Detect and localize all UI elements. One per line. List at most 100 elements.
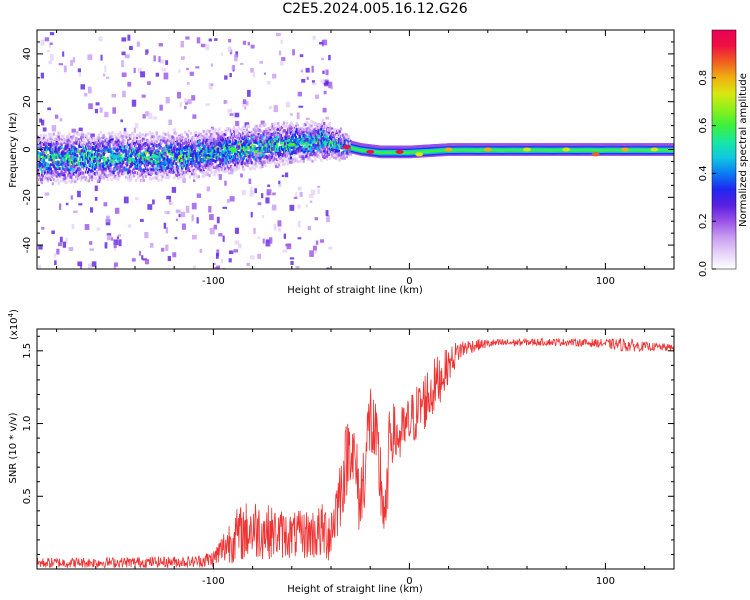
spectrogram-cell — [344, 135, 347, 139]
spectrogram-cell — [247, 143, 250, 147]
spectrogram-cell — [243, 139, 246, 143]
spectrogram-cell — [71, 223, 75, 229]
spectrogram-cell — [295, 145, 298, 149]
spectrogram-cell — [329, 128, 332, 132]
spectrogram-cell — [260, 155, 263, 159]
spectrogram-cell — [87, 54, 93, 60]
spectrogram-cell — [147, 204, 153, 210]
spectrogram-cell — [147, 81, 151, 85]
spectrogram-cell — [333, 145, 337, 149]
spectrogram-cell — [112, 158, 115, 162]
spectrogram-cell — [147, 145, 150, 149]
spectrogram-cell — [107, 166, 110, 170]
spectrogram-cell — [261, 215, 265, 219]
spectrogram-cell — [225, 169, 228, 173]
spectrogram-cell — [184, 162, 187, 166]
spectrogram-cell — [145, 53, 148, 56]
spectrogram-cell — [162, 149, 165, 153]
spectrogram-cell — [89, 241, 93, 245]
spectrogram-cell — [192, 137, 196, 141]
spectrogram-cell — [82, 133, 85, 137]
spectrogram-cell — [116, 236, 119, 240]
spectrogram-cell — [104, 242, 108, 249]
spectrogram-cell — [185, 101, 188, 105]
spectrogram-cell — [333, 154, 337, 158]
spectrogram-cell — [162, 131, 165, 135]
spectrogram-cell — [166, 133, 169, 137]
spectrogram-cell — [316, 126, 319, 130]
spectrogram-cell — [182, 155, 185, 159]
spectrogram-cell — [67, 154, 70, 158]
spectrogram-cell — [262, 134, 265, 138]
spectrogram-cell — [271, 122, 274, 126]
spectrogram-cell — [191, 160, 195, 164]
spectrogram-cell — [133, 174, 136, 178]
spectrogram-cell — [47, 176, 50, 180]
spectrogram-cell — [121, 60, 124, 68]
spectrogram-cell — [248, 151, 251, 155]
spectrogram-cell — [72, 165, 75, 169]
spectrogram-cell — [235, 149, 239, 153]
spectrogram-cell — [130, 134, 133, 138]
spectrogram-cell — [193, 146, 196, 150]
spectrogram-cell — [61, 175, 64, 179]
spectrogram-cell — [164, 163, 167, 167]
spectrogram-cell — [295, 266, 300, 269]
spectrogram-cell — [240, 134, 244, 138]
spectrogram-cell — [235, 51, 239, 58]
spectrogram-cell — [51, 174, 54, 178]
spectrogram-cell — [119, 145, 122, 149]
spectrogram-cell — [117, 160, 120, 164]
spectrogram-cell — [251, 136, 254, 140]
spectrogram-cell — [174, 236, 178, 240]
spectrogram-cell — [173, 138, 176, 142]
spectrogram-cell — [270, 144, 273, 148]
spectrogram-cell — [149, 162, 152, 166]
spectrogram-cell — [153, 142, 156, 146]
spectrogram-cell — [263, 130, 266, 134]
spectrogram-cell — [79, 157, 82, 161]
spectrogram-cell — [86, 157, 89, 161]
spectrogram-cell — [148, 170, 151, 174]
spectrogram-cell — [144, 174, 147, 178]
spectrogram-cell — [231, 145, 234, 149]
spectrogram-cell — [127, 139, 130, 143]
spectrogram-cell — [155, 140, 158, 144]
spectrogram-cell — [91, 145, 95, 149]
spectrogram-cell — [252, 71, 256, 78]
spectrogram-cell — [226, 126, 229, 130]
spectrogram-cell — [42, 136, 46, 140]
spectrogram-cell — [112, 143, 115, 147]
spectrogram-cell — [144, 232, 149, 239]
spectrogram-cell — [44, 176, 48, 180]
spectrogram-cell — [293, 196, 298, 199]
spectrogram-cell — [330, 143, 333, 147]
spectrogram-cell — [159, 137, 162, 141]
spectrogram-cell — [105, 161, 108, 165]
spectrogram-cell — [124, 157, 127, 161]
spectrogram-cell — [120, 139, 123, 143]
spectrogram-cell — [320, 150, 323, 154]
spectrogram-cell — [109, 173, 112, 177]
spectrogram-cell — [207, 149, 210, 153]
spectrogram-cell — [180, 149, 183, 153]
spectrogram-cell — [90, 134, 94, 138]
spectrogram-cell — [198, 136, 201, 140]
spectrogram-cell — [108, 145, 111, 149]
spectrogram-cell — [199, 248, 203, 254]
spectrogram-cell — [122, 134, 125, 138]
spectrogram-cell — [295, 129, 298, 133]
spectrogram-cell — [181, 175, 184, 179]
spectrogram-cell — [98, 153, 101, 157]
spectrogram-cell — [121, 165, 124, 169]
spectrogram-cell — [311, 146, 314, 150]
spectrogram-cell — [66, 145, 69, 149]
spectrogram-cell — [208, 136, 211, 140]
spectrogram-cell — [317, 188, 320, 195]
spectrogram-cell — [326, 215, 330, 223]
spectrogram-cell — [71, 170, 74, 174]
spectrogram-cell — [156, 143, 159, 147]
spectrogram-cell — [185, 141, 189, 145]
spectrogram-cell — [77, 147, 80, 151]
